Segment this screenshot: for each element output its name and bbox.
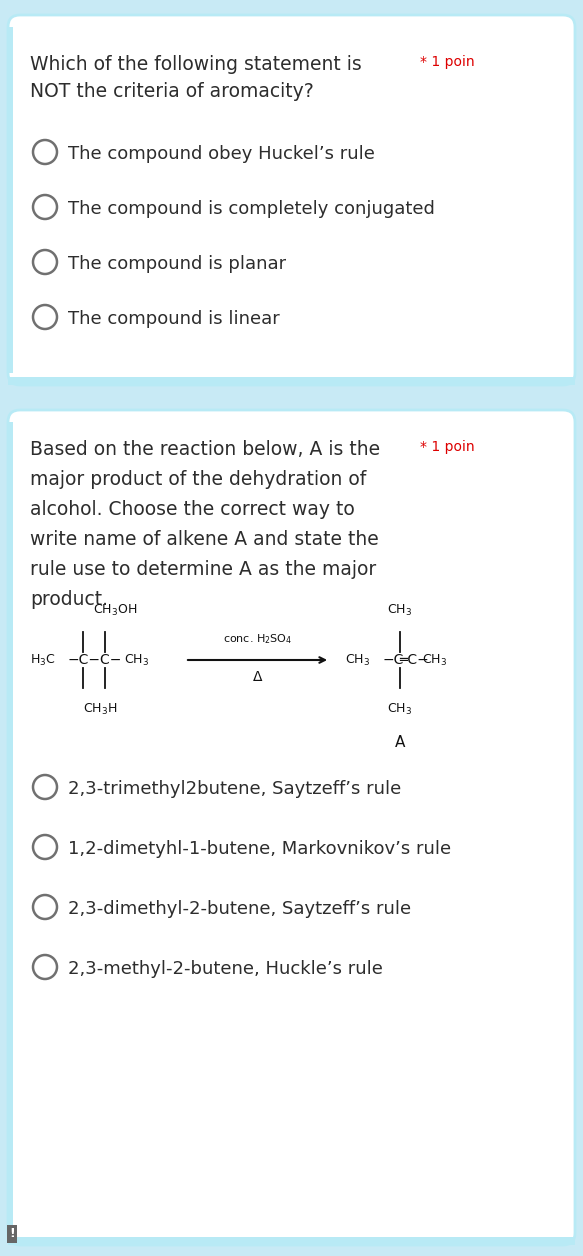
Text: $\Delta$: $\Delta$ (252, 669, 263, 685)
Text: The compound is completely conjugated: The compound is completely conjugated (68, 200, 435, 219)
Text: −C−C−: −C−C− (68, 653, 122, 667)
Text: * 1 poin: * 1 poin (420, 440, 475, 453)
Text: Based on the reaction below, A is the: Based on the reaction below, A is the (30, 440, 380, 458)
FancyBboxPatch shape (8, 15, 575, 386)
Text: conc. H$_2$SO$_4$: conc. H$_2$SO$_4$ (223, 632, 292, 646)
Text: ═C−: ═C− (399, 653, 429, 667)
Text: CH$_3$: CH$_3$ (345, 652, 370, 667)
FancyBboxPatch shape (8, 422, 13, 1233)
Text: 1,2-dimetyhl-1-butene, Markovnikov’s rule: 1,2-dimetyhl-1-butene, Markovnikov’s rul… (68, 840, 451, 858)
Text: NOT the criteria of aromacity?: NOT the criteria of aromacity? (30, 82, 314, 100)
Text: product.: product. (30, 590, 108, 609)
Text: CH$_3$H: CH$_3$H (83, 702, 117, 717)
Text: CH$_3$: CH$_3$ (388, 603, 413, 618)
Text: !: ! (9, 1227, 15, 1240)
FancyBboxPatch shape (8, 409, 575, 1245)
Text: The compound is planar: The compound is planar (68, 255, 286, 273)
FancyBboxPatch shape (8, 377, 575, 386)
Text: The compound obey Huckel’s rule: The compound obey Huckel’s rule (68, 144, 375, 163)
Text: 2,3-dimethyl-2-butene, Saytzeff’s rule: 2,3-dimethyl-2-butene, Saytzeff’s rule (68, 901, 411, 918)
Text: CH$_3$OH: CH$_3$OH (93, 603, 137, 618)
Text: write name of alkene A and state the: write name of alkene A and state the (30, 530, 379, 549)
FancyBboxPatch shape (8, 1237, 575, 1245)
Text: CH$_3$: CH$_3$ (124, 652, 149, 667)
Text: 2,3-trimethyl2butene, Saytzeff’s rule: 2,3-trimethyl2butene, Saytzeff’s rule (68, 780, 401, 798)
Text: A: A (395, 735, 405, 750)
Text: CH$_3$: CH$_3$ (422, 652, 447, 667)
Text: alcohol. Choose the correct way to: alcohol. Choose the correct way to (30, 500, 354, 519)
Text: −C: −C (383, 653, 405, 667)
Text: * 1 poin: * 1 poin (420, 55, 475, 69)
Text: Which of the following statement is: Which of the following statement is (30, 55, 361, 74)
Text: major product of the dehydration of: major product of the dehydration of (30, 470, 366, 489)
Text: The compound is linear: The compound is linear (68, 310, 280, 328)
Text: 2,3-methyl-2-butene, Huckle’s rule: 2,3-methyl-2-butene, Huckle’s rule (68, 960, 383, 978)
Text: H$_3$C: H$_3$C (30, 652, 55, 667)
Text: rule use to determine A as the major: rule use to determine A as the major (30, 560, 376, 579)
Text: CH$_3$: CH$_3$ (388, 702, 413, 717)
FancyBboxPatch shape (8, 26, 13, 373)
